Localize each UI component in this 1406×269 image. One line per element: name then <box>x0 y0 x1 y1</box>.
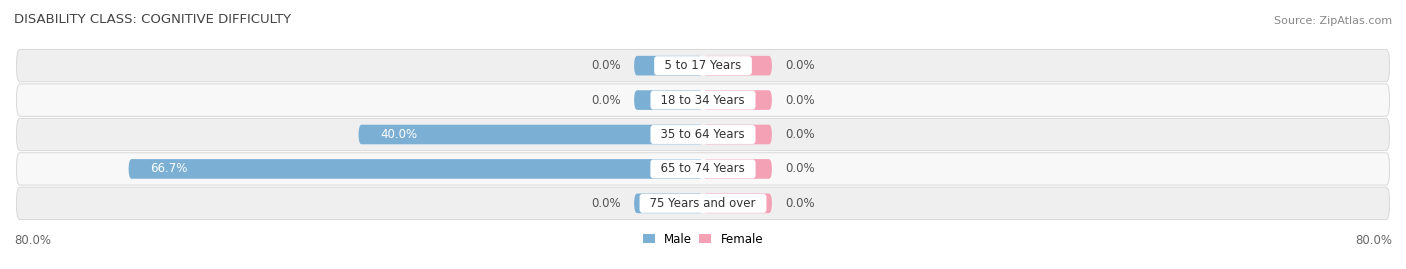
FancyBboxPatch shape <box>703 90 772 110</box>
Text: DISABILITY CLASS: COGNITIVE DIFFICULTY: DISABILITY CLASS: COGNITIVE DIFFICULTY <box>14 13 291 26</box>
Text: Source: ZipAtlas.com: Source: ZipAtlas.com <box>1274 16 1392 26</box>
Text: 18 to 34 Years: 18 to 34 Years <box>654 94 752 107</box>
FancyBboxPatch shape <box>703 56 772 75</box>
Text: 0.0%: 0.0% <box>785 59 814 72</box>
FancyBboxPatch shape <box>17 84 1389 116</box>
FancyBboxPatch shape <box>703 125 772 144</box>
Text: 66.7%: 66.7% <box>150 162 187 175</box>
Text: 0.0%: 0.0% <box>785 128 814 141</box>
FancyBboxPatch shape <box>17 49 1389 82</box>
FancyBboxPatch shape <box>634 90 703 110</box>
Text: 0.0%: 0.0% <box>785 162 814 175</box>
Text: 0.0%: 0.0% <box>592 197 621 210</box>
FancyBboxPatch shape <box>17 187 1389 220</box>
Text: 65 to 74 Years: 65 to 74 Years <box>654 162 752 175</box>
Text: 0.0%: 0.0% <box>592 94 621 107</box>
FancyBboxPatch shape <box>634 56 703 75</box>
FancyBboxPatch shape <box>634 194 703 213</box>
Text: 40.0%: 40.0% <box>380 128 418 141</box>
Text: 75 Years and over: 75 Years and over <box>643 197 763 210</box>
Text: 0.0%: 0.0% <box>592 59 621 72</box>
FancyBboxPatch shape <box>17 153 1389 185</box>
FancyBboxPatch shape <box>17 118 1389 151</box>
Text: 80.0%: 80.0% <box>1355 234 1392 247</box>
Legend: Male, Female: Male, Female <box>643 233 763 246</box>
Text: 80.0%: 80.0% <box>14 234 51 247</box>
FancyBboxPatch shape <box>128 159 703 179</box>
Text: 5 to 17 Years: 5 to 17 Years <box>657 59 749 72</box>
Text: 0.0%: 0.0% <box>785 94 814 107</box>
FancyBboxPatch shape <box>359 125 703 144</box>
FancyBboxPatch shape <box>703 194 772 213</box>
FancyBboxPatch shape <box>703 159 772 179</box>
Text: 35 to 64 Years: 35 to 64 Years <box>654 128 752 141</box>
Text: 0.0%: 0.0% <box>785 197 814 210</box>
